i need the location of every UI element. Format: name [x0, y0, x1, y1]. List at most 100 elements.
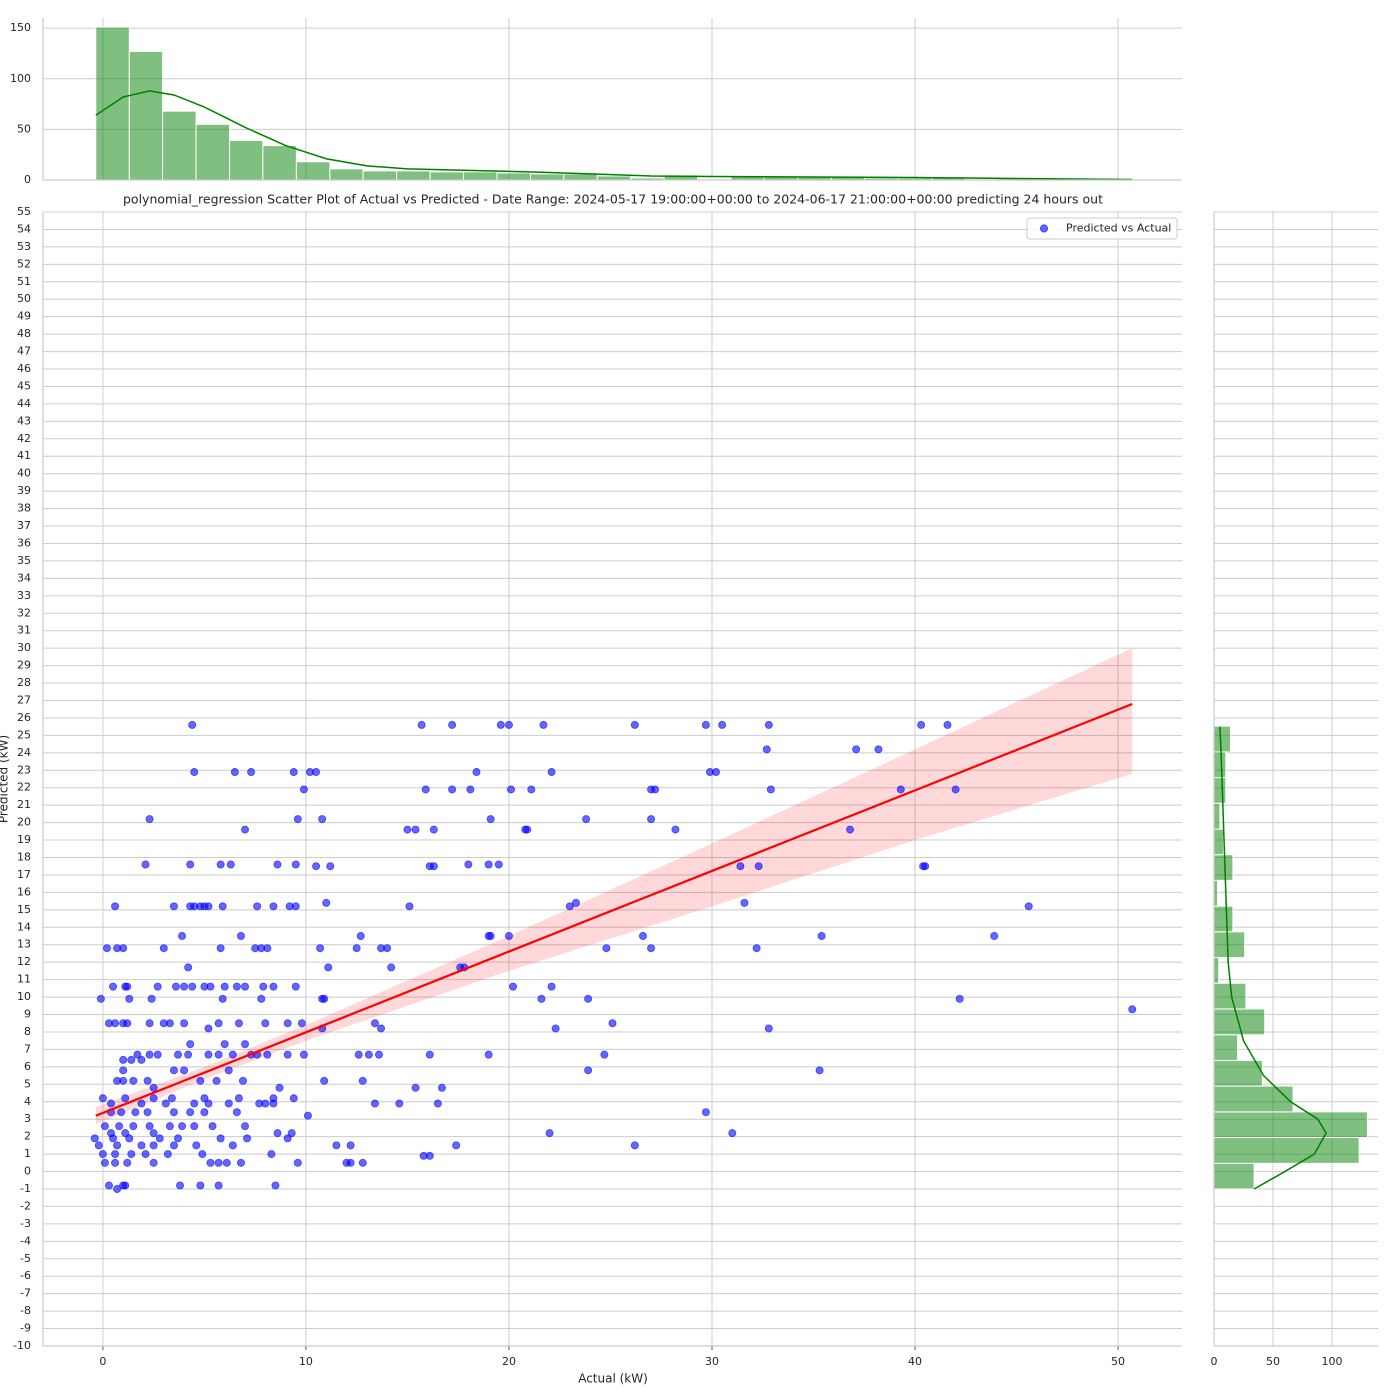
scatter-point [324, 963, 333, 972]
scatter-point [129, 1122, 138, 1131]
y-tick-label: 25 [17, 728, 31, 741]
scatter-point [411, 825, 420, 834]
scatter-point [852, 745, 861, 754]
y-tick-label: 21 [17, 798, 31, 811]
y-tick-label: 28 [17, 676, 31, 689]
histogram-bar [195, 123, 231, 181]
scatter-point [527, 785, 536, 794]
scatter-point [241, 1122, 250, 1131]
y-tick-label: 26 [17, 711, 31, 724]
scatter-point [545, 1129, 554, 1138]
y-tick-label: 9 [24, 1008, 31, 1021]
scatter-point [94, 1141, 103, 1150]
scatter-point [651, 785, 660, 794]
scatter-point [364, 1050, 373, 1059]
scatter-point [178, 1122, 187, 1131]
scatter-point [141, 860, 150, 869]
scatter-point [180, 1019, 189, 1028]
scatter-point [143, 1108, 152, 1117]
scatter-point [200, 1094, 209, 1103]
scatter-point [484, 1050, 493, 1059]
scatter-point [220, 982, 229, 991]
scatter-point [273, 860, 282, 869]
scatter-point [190, 768, 199, 777]
confidence-band [95, 648, 1133, 1125]
scatter-point [289, 768, 298, 777]
scatter-point [232, 982, 241, 991]
scatter-point [267, 1150, 276, 1159]
scatter-point [153, 982, 162, 991]
scatter-point [149, 1083, 158, 1092]
scatter-point [224, 1066, 233, 1075]
y-tick-label: 50 [17, 122, 31, 135]
y-tick-label: 19 [17, 833, 31, 846]
y-tick-label: 12 [17, 955, 31, 968]
scatter-point [184, 1050, 193, 1059]
scatter-point [537, 994, 546, 1003]
scatter-point [98, 1150, 107, 1159]
y-tick-label: -6 [20, 1269, 31, 1282]
y-tick-label: -8 [20, 1304, 31, 1317]
scatter-point [571, 898, 580, 907]
y-tick-label: 23 [17, 763, 31, 776]
scatter-point [131, 1108, 140, 1117]
scatter-point [204, 1050, 213, 1059]
scatter-point [121, 1094, 130, 1103]
y-tick-label: 38 [17, 502, 31, 515]
scatter-point [234, 1019, 243, 1028]
y-tick-label: 11 [17, 973, 31, 986]
scatter-point [161, 1099, 170, 1108]
histogram-bar [229, 140, 264, 181]
scatter-point [358, 1076, 367, 1085]
scatter-point [184, 963, 193, 972]
scatter-point [102, 944, 111, 953]
scatter-point [169, 1066, 178, 1075]
scatter-point [387, 963, 396, 972]
scatter-point [293, 815, 302, 824]
scatter-point [145, 1050, 154, 1059]
histogram-bar [362, 170, 398, 181]
scatter-point [874, 745, 883, 754]
y-tick-label: 2 [24, 1130, 31, 1143]
x-tick-label: 20 [502, 1355, 516, 1368]
y-tick-label: 18 [17, 851, 31, 864]
scatter-point [115, 1122, 124, 1131]
scatter-point [263, 944, 272, 953]
x-tick-label: 50 [1111, 1355, 1125, 1368]
scatter-point [551, 1024, 560, 1033]
y-tick-label: 42 [17, 432, 31, 445]
scatter-point [332, 1141, 341, 1150]
scatter-point [291, 982, 300, 991]
scatter-point [228, 1050, 237, 1059]
scatter-point [174, 1050, 183, 1059]
legend-marker [1039, 224, 1049, 233]
scatter-point [117, 1108, 126, 1117]
scatter-point [318, 815, 327, 824]
scatter-point [261, 1019, 270, 1028]
scatter-point [377, 1024, 386, 1033]
y-tick-label: 53 [17, 240, 31, 253]
scatter-point [241, 825, 250, 834]
scatter-point [196, 1076, 205, 1085]
scatter-point [346, 1141, 355, 1150]
scatter-point [188, 720, 197, 729]
scatter-point [243, 1134, 252, 1143]
scatter-point [1128, 1005, 1137, 1014]
y-tick-label: 1 [24, 1147, 31, 1160]
scatter-point [241, 982, 250, 991]
histogram-bar [329, 168, 364, 181]
scatter-point [584, 1066, 593, 1075]
histogram-bar [1213, 1137, 1360, 1164]
scatter-point [764, 720, 773, 729]
y-tick-label: 100 [10, 72, 31, 85]
y-tick-label: 45 [17, 379, 31, 392]
y-tick-label: 44 [17, 397, 31, 410]
scatter-point [228, 1141, 237, 1150]
scatter-point [283, 1050, 292, 1059]
scatter-point [429, 825, 438, 834]
scatter-point [137, 1099, 146, 1108]
scatter-point [263, 1050, 272, 1059]
y-tick-label: 22 [17, 781, 31, 794]
scatter-point [169, 1141, 178, 1150]
y-tick-label: 3 [24, 1112, 31, 1125]
